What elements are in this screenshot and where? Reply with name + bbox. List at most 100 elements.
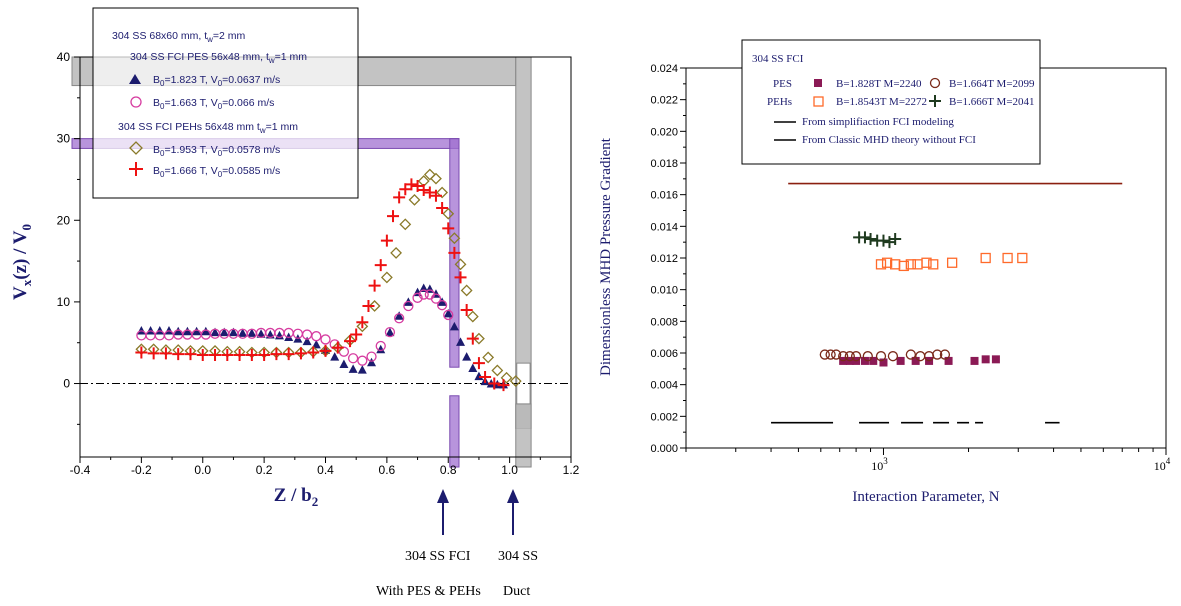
open-circle-point [875, 351, 887, 362]
open-circle-point [443, 309, 454, 321]
right-y-tick-label: 0.002 [650, 411, 678, 423]
open-diamond-point [466, 310, 479, 323]
left-series-3 [135, 168, 522, 388]
filled-triangle-point [201, 326, 211, 336]
open-circle-point [311, 331, 322, 342]
filled-triangle-point [449, 321, 459, 331]
filled-triangle-point [394, 311, 404, 320]
filled-triangle-point [173, 326, 183, 336]
plus-point [172, 348, 185, 361]
right-y-tick-label: 0.004 [650, 380, 678, 392]
open-circle-point [403, 300, 414, 312]
plus-point [454, 271, 467, 284]
legend-line-pes-header: 304 SS FCI PES 56x48 mm, tw=1 mm [130, 51, 307, 65]
right-plot: 0.000 0.002 0.004 0.006 0.008 0.010 0.012 0.014… [598, 39, 1171, 505]
open-circle-point [850, 351, 862, 362]
open-circle-point [347, 353, 359, 364]
right-axis-ticks: 0.000 0.002 0.004 0.006 0.008 0.010 0.012 0.014… [650, 63, 1170, 473]
plus-point [411, 179, 424, 192]
plus-point [135, 346, 148, 359]
open-square-point [946, 257, 958, 268]
open-circle-point [887, 351, 899, 362]
left-plot: -0.4 -0.2 0.0 0.2 0.4 0.6 0.8 1.0 1.2 0 10 20 30 40 V… [10, 7, 580, 599]
plus-point [331, 341, 344, 354]
filled-triangle-point [357, 365, 367, 374]
legend-series-3-label: B0=1.953 T, V0=0.0578 m/s [153, 144, 280, 158]
right-y-tick-label: 0.018 [650, 158, 678, 170]
right-x-tick-label: 103 [871, 456, 888, 473]
filled-triangle-point [302, 336, 312, 346]
open-circle-point [915, 351, 926, 362]
open-diamond-point [509, 375, 522, 388]
plus-point [399, 183, 412, 196]
right-legend: 304 SS FCI PES B=1.828T M=2240 B=1.664T … [741, 39, 1041, 165]
duct-label-line1: 304 SS [498, 549, 538, 564]
plus-point [159, 347, 172, 360]
left-series-2 [136, 289, 454, 366]
open-circle-point [825, 349, 836, 360]
filled-square-point [896, 356, 905, 365]
plus-point [864, 233, 877, 245]
open-circle-point [418, 289, 429, 300]
gray-band-duct-wall-lower [515, 403, 532, 468]
plus-point [448, 246, 461, 259]
open-diamond-point [430, 172, 442, 185]
left-x-tick-label: 0.8 [440, 463, 457, 477]
plus-point [472, 357, 485, 370]
filled-triangle-point [474, 371, 484, 381]
left-x-tick-label: 0.0 [194, 463, 211, 477]
left-x-tick-label: 1.2 [563, 463, 580, 477]
legend-open-circle-marker [130, 96, 142, 108]
left-legend-box [92, 7, 359, 199]
plus-point [209, 348, 222, 361]
legend-filled-triangle-marker [129, 74, 141, 84]
duct-arrow-up-icon [507, 489, 519, 503]
plus-point [221, 348, 234, 361]
open-circle-point [436, 300, 448, 311]
open-diamond-point [442, 207, 455, 220]
legend-line-pehs-header: 304 SS FCI PEHs 56x48 mm tw=1 mm [118, 121, 298, 135]
plus-point [307, 346, 320, 359]
open-square-point [1002, 252, 1013, 264]
legend-series-1-label: B0=1.823 T, V0=0.0637 m/s [153, 74, 280, 88]
fci-wall-annotation: 304 SS FCI With PES & PEHs [376, 489, 481, 599]
left-x-tick-label: 0.6 [379, 463, 396, 477]
filled-triangle-point [311, 339, 321, 349]
legend-open-square-marker [813, 96, 824, 107]
open-square-point [905, 259, 917, 270]
right-y-tick-label: 0.020 [650, 126, 678, 138]
open-circle-point [384, 326, 396, 338]
plus-point [466, 332, 479, 345]
right-y-tick-label: 0.016 [650, 190, 678, 202]
plus-point [282, 348, 295, 361]
right-legend-title: 304 SS FCI [752, 53, 804, 65]
plus-point [877, 234, 890, 247]
left-x-tick-label: -0.2 [131, 463, 152, 477]
duct-wall-annotation: 304 SS Duct [498, 489, 538, 599]
open-circle-point [831, 349, 842, 360]
left-y-tick-label: 10 [57, 295, 71, 309]
plus-point [368, 279, 381, 292]
right-data-series [819, 231, 1028, 367]
open-diamond-point [368, 300, 381, 312]
open-square-point [898, 260, 909, 272]
plus-point [405, 178, 418, 191]
plus-point [889, 233, 902, 245]
plus-point [270, 348, 283, 361]
filled-triangle-point [228, 327, 238, 337]
open-diamond-point [380, 271, 393, 284]
legend-series-4-label: B0=1.666 T, V0=0.0585 m/s [153, 165, 280, 179]
left-y-tick-label: 40 [57, 50, 71, 64]
left-legend: 304 SS 68x60 mm, tw=2 mm 304 SS FCI PES … [92, 7, 359, 199]
right-legend-series-3: B=1.8543T M=2272 [836, 96, 927, 108]
right-x-tick-label: 104 [1154, 456, 1171, 473]
right-y-tick-label: 0.000 [650, 443, 678, 455]
plus-point [319, 344, 332, 357]
plus-point [380, 234, 393, 247]
open-diamond-point [448, 232, 461, 245]
left-x-tick-label: -0.4 [70, 463, 91, 477]
right-legend-series-2: B=1.664T M=2099 [949, 78, 1035, 90]
filled-triangle-point [247, 328, 257, 337]
open-diamond-point [500, 371, 513, 384]
